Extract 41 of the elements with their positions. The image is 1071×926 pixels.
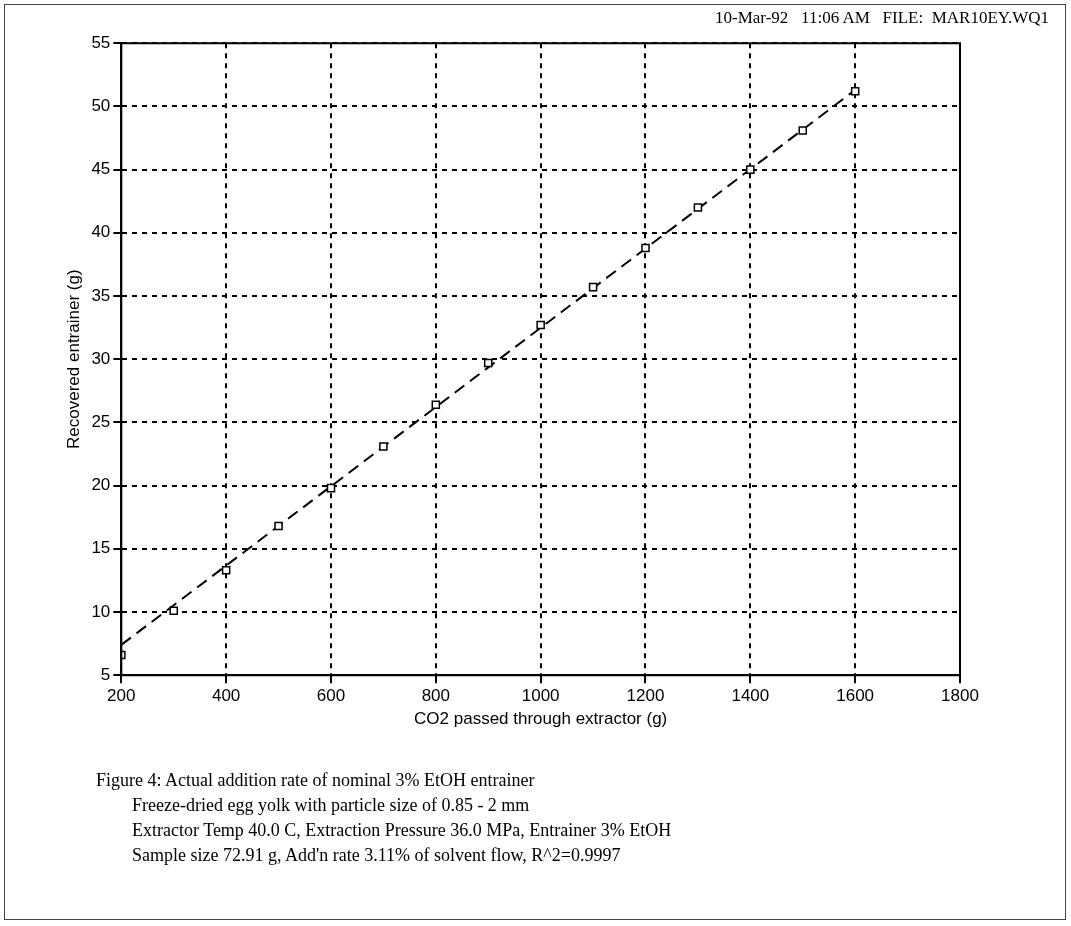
x-tick-label: 1600 — [836, 686, 875, 706]
y-tick-label: 40 — [91, 222, 111, 242]
point — [588, 282, 598, 292]
y-axis-title: Recovered entrainer (g) — [63, 269, 83, 449]
point — [693, 203, 703, 212]
point — [641, 243, 650, 253]
y-tick-label: 15 — [91, 538, 111, 558]
point — [326, 483, 336, 493]
point — [850, 86, 860, 96]
x-tick-label: 600 — [316, 686, 346, 706]
point — [746, 165, 755, 174]
y-tick-label: 55 — [91, 32, 111, 52]
text: Sample size 72.91 g, Add'n rate 3.11% of solvent flow, R^2=0.9997 — [131, 844, 622, 867]
point — [274, 521, 283, 531]
point — [798, 126, 808, 135]
text: Extractor Temp 40.0 C, Extraction Pressure 36.0 MPa, Entrainer 3% EtOH — [131, 819, 672, 842]
x-tick-label: 1400 — [731, 686, 770, 706]
y-tick-label: 20 — [91, 475, 111, 495]
x-tick-label: 400 — [211, 686, 241, 706]
y-tick-label: 30 — [91, 348, 111, 368]
x-tick-label: 800 — [421, 686, 451, 706]
x-tick-label: 1000 — [521, 686, 560, 706]
y-tick-label: 25 — [91, 412, 111, 432]
y-tick-label: 45 — [91, 159, 111, 179]
text: Freeze-dried egg yolk with particle size of 0.85 - 2 mm — [131, 794, 531, 817]
point — [221, 566, 231, 575]
x-tick-label: 1800 — [941, 686, 979, 706]
x-tick-label: 1200 — [626, 686, 665, 706]
y-tick-label: 35 — [91, 285, 111, 305]
caption: Figure 4: Actual addition rate of nominal 3% EtOH entrainer — [96, 769, 536, 792]
text: 10-Mar-92 11:06 AM FILE: MAR10EY.WQ1 — [715, 8, 1049, 28]
point — [536, 320, 545, 330]
point — [379, 442, 388, 451]
point — [169, 606, 179, 616]
point — [431, 400, 441, 409]
point — [483, 358, 493, 368]
y-tick-label: 5 — [100, 664, 111, 684]
x-axis-title: CO2 passed through extractor (g) — [414, 709, 668, 729]
x-tick-label: 200 — [107, 686, 136, 706]
y-tick-label: 10 — [91, 601, 111, 621]
y-tick-label: 50 — [91, 96, 111, 116]
